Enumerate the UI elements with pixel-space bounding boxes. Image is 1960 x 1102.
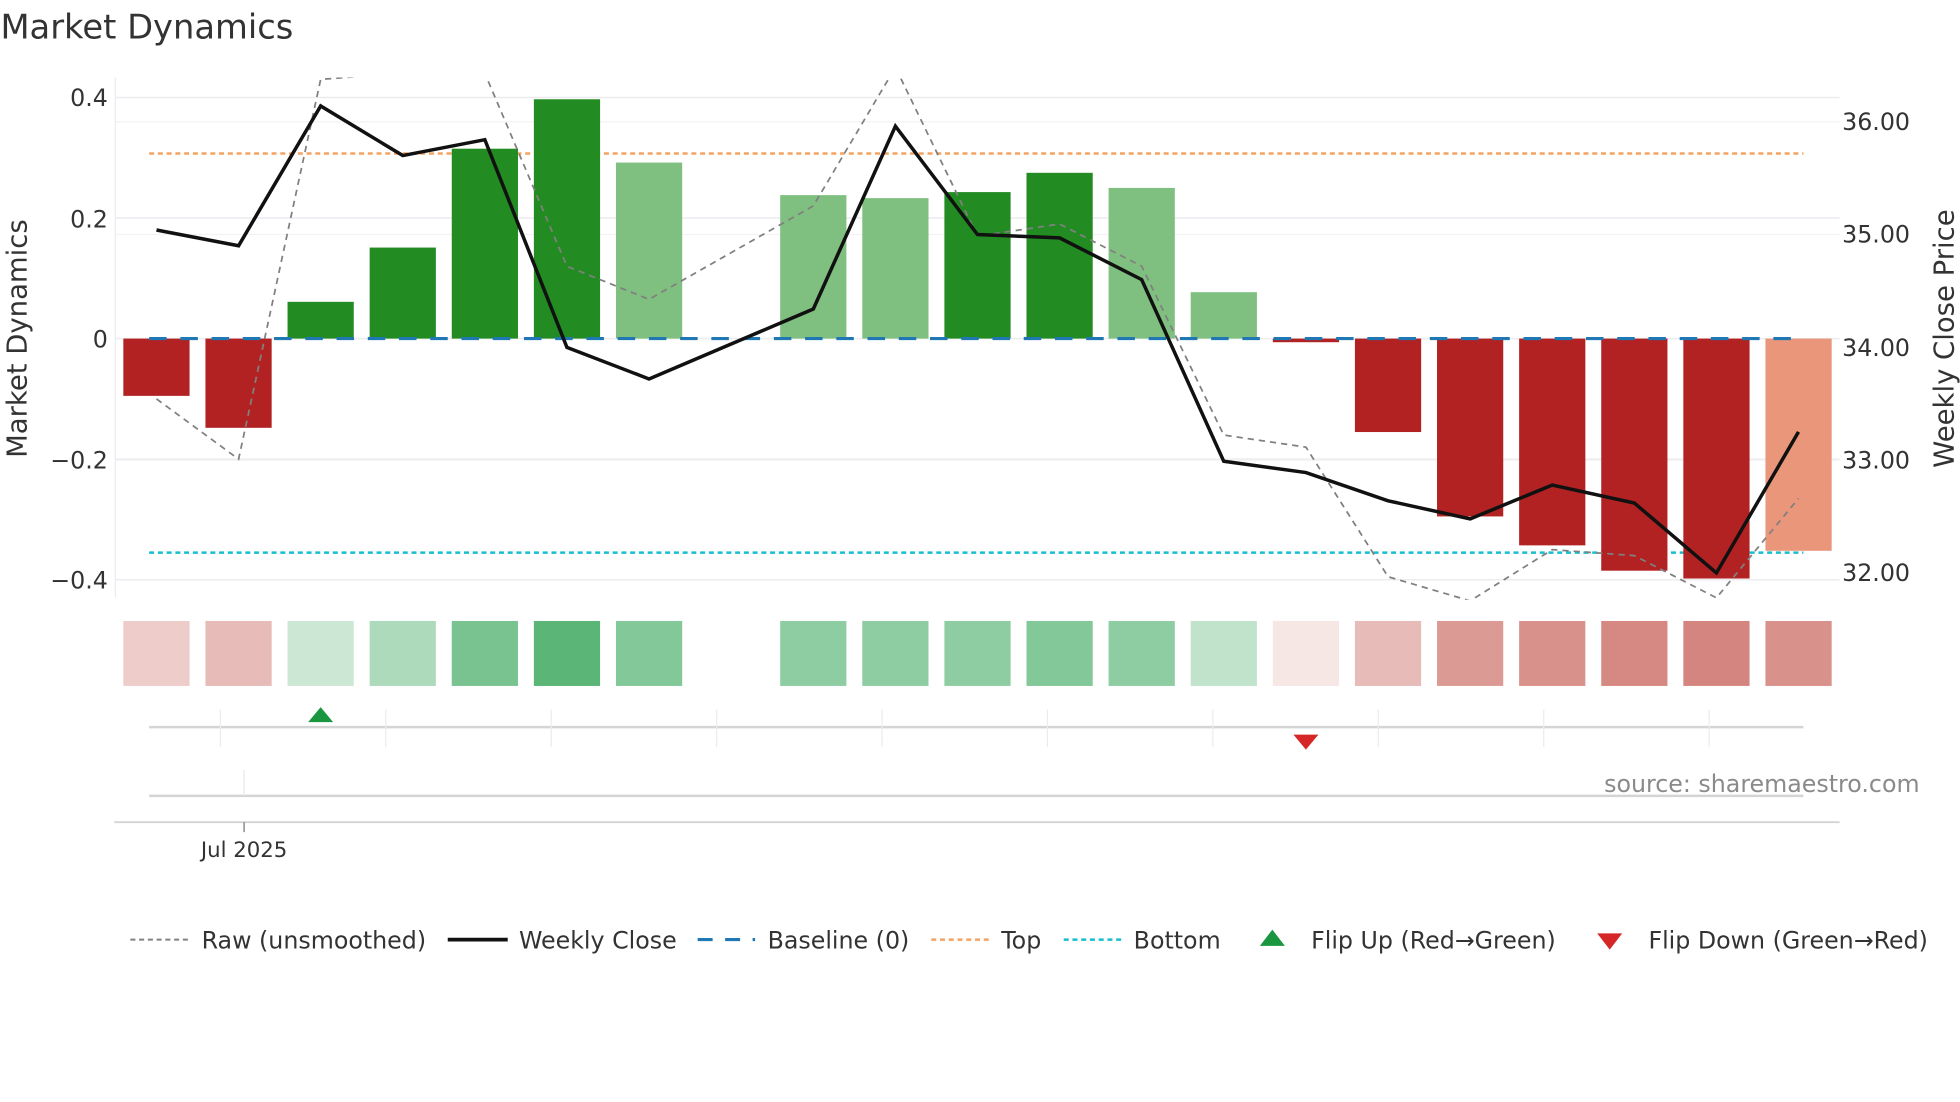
heatmap-cell [1601,620,1668,686]
bar [369,247,436,339]
right-tick: 33.00 [1842,447,1910,475]
heatmap-cell [1108,620,1175,686]
heatmap-cell [123,620,190,686]
chart-title: Market Dynamics [0,8,293,47]
flip-down-marker-icon [1293,734,1319,750]
bar [533,99,601,339]
raw-line [155,77,1800,600]
heatmap-cell [533,620,601,686]
flip-up-marker-icon [308,707,334,723]
heatmap-cell [1190,620,1257,686]
weekly-close-line [156,103,1801,576]
bar [1765,338,1832,551]
right-tick: 34.00 [1842,334,1910,362]
right-axis-label: Weekly Close Price [1928,209,1960,467]
legend-flip-up: Flip Up (Red→Green) [1311,926,1556,954]
left-tick: 0.2 [70,205,108,233]
legend-raw: Raw (unsmoothed) [202,926,426,954]
line-series [149,77,1801,600]
source-note: source: sharemaestro.com [1604,770,1919,798]
heatmap-cell [1354,620,1422,686]
legend-weekly-close: Weekly Close [519,926,677,954]
legend-flip-down: Flip Down (Green→Red) [1648,926,1927,954]
x-tick-jul-2025: Jul 2025 [199,838,287,863]
axis-ticks: 0.4 0.2 0 −0.2 −0.4 36.00 35.00 34.00 33… [2,84,1960,594]
bar [123,338,190,396]
heatmap-cell [1683,620,1750,686]
bar [1601,338,1668,571]
bar [1519,338,1586,546]
heatmap-cell [1765,620,1832,686]
flip-marker-row [149,707,1804,750]
bar [1683,338,1750,579]
bar [1437,338,1504,517]
right-tick: 35.00 [1842,220,1910,248]
heatmap-cell [780,620,847,686]
flip-down-icon [1597,933,1623,950]
heatmap-cell [287,620,354,686]
heatmap-cell [862,620,929,686]
left-axis-label: Market Dynamics [2,219,34,458]
right-tick: 32.00 [1842,559,1910,587]
heatmap-cell [615,620,683,686]
legend-bottom: Bottom [1134,926,1221,954]
bar-series [123,99,1832,579]
bar [1108,187,1175,339]
legend: Raw (unsmoothed) Weekly Close Baseline (… [130,926,1928,954]
bar [615,162,683,339]
bar [862,198,929,339]
bar [451,148,518,339]
heatmap-cell [1026,620,1093,686]
bar [205,338,272,428]
flip-up-icon [1259,929,1285,946]
bar [1354,338,1422,433]
heatmap-cell [205,620,272,686]
reference-lines [149,152,1804,554]
heatmap-cell [1437,620,1504,686]
heatmap-cell [944,620,1011,686]
left-tick: −0.4 [50,566,108,594]
heatmap-cell [1519,620,1586,686]
right-tick: 36.00 [1842,108,1910,136]
bar [1272,338,1340,343]
left-tick: −0.2 [50,447,108,475]
heatmap-strip [123,620,1832,686]
heatmap-cell [451,620,518,686]
bar [1026,172,1093,339]
bar [944,192,1011,339]
left-tick: 0 [93,325,108,353]
date-axis: Jul 2025 source: sharemaestro.com [114,769,1920,863]
left-tick: 0.4 [70,84,108,112]
legend-baseline: Baseline (0) [768,926,910,954]
heatmap-cell [369,620,436,686]
legend-top: Top [1000,926,1041,954]
heatmap-cell [1272,620,1340,686]
bar [287,301,354,339]
bar [1190,292,1257,339]
